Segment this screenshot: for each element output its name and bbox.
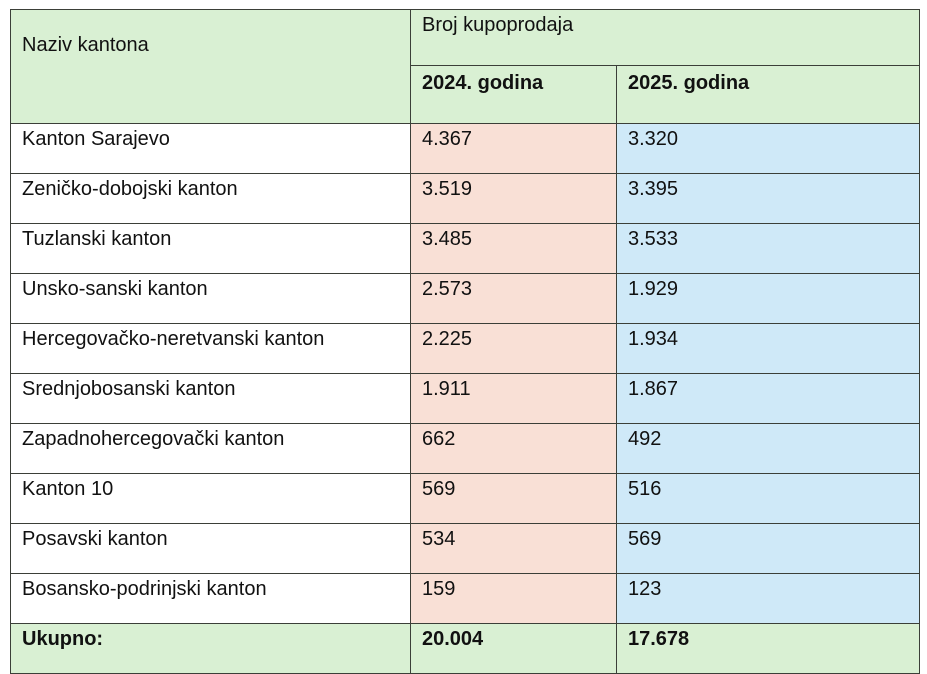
value-2025: 3.395 (616, 173, 920, 224)
value-2024: 3.519 (410, 173, 617, 224)
value-2024: 159 (410, 573, 617, 624)
value-2024: 2.573 (410, 273, 617, 324)
value-2024: 4.367 (410, 123, 617, 174)
value-2025: 1.934 (616, 323, 920, 374)
total-2025: 17.678 (616, 623, 920, 674)
canton-name: Zapadnohercegovački kanton (10, 423, 411, 474)
header-year-2024: 2024. godina (410, 64, 617, 125)
table-row: Hercegovačko-neretvanski kanton 2.225 1.… (10, 323, 920, 374)
value-2025: 3.320 (616, 123, 920, 174)
value-2025: 516 (616, 473, 920, 524)
value-2024: 569 (410, 473, 617, 524)
table-row: Kanton 10 569 516 (10, 473, 920, 524)
canton-name: Kanton 10 (10, 473, 411, 524)
canton-name: Zeničko-dobojski kanton (10, 173, 411, 224)
value-2024: 662 (410, 423, 617, 474)
table-row: Tuzlanski kanton 3.485 3.533 (10, 223, 920, 274)
canton-name: Srednjobosanski kanton (10, 373, 411, 424)
table-row: Bosansko-podrinjski kanton 159 123 (10, 573, 920, 624)
table-row: Zeničko-dobojski kanton 3.519 3.395 (10, 173, 920, 224)
total-row: Ukupno: 20.004 17.678 (10, 623, 920, 674)
sales-by-canton-table: Naziv kantona Broj kupoprodaja 2024. god… (10, 9, 920, 674)
table-row: Srednjobosanski kanton 1.911 1.867 (10, 373, 920, 424)
value-2025: 3.533 (616, 223, 920, 274)
header-sales-count: Broj kupoprodaja (410, 9, 920, 66)
canton-name: Tuzlanski kanton (10, 223, 411, 274)
value-2025: 123 (616, 573, 920, 624)
canton-name: Posavski kanton (10, 523, 411, 574)
value-2024: 1.911 (410, 373, 617, 424)
table-row: Kanton Sarajevo 4.367 3.320 (10, 123, 920, 174)
header-year-2025: 2025. godina (616, 64, 920, 125)
value-2025: 1.929 (616, 273, 920, 324)
table-row: Zapadnohercegovački kanton 662 492 (10, 423, 920, 474)
total-2024: 20.004 (410, 623, 617, 674)
value-2024: 3.485 (410, 223, 617, 274)
value-2024: 534 (410, 523, 617, 574)
total-label: Ukupno: (10, 623, 411, 674)
header-canton-name: Naziv kantona (10, 9, 411, 124)
table-row: Posavski kanton 534 569 (10, 523, 920, 574)
value-2025: 492 (616, 423, 920, 474)
value-2025: 569 (616, 523, 920, 574)
canton-name: Hercegovačko-neretvanski kanton (10, 323, 411, 374)
table-row: Unsko-sanski kanton 2.573 1.929 (10, 273, 920, 324)
canton-name: Bosansko-podrinjski kanton (10, 573, 411, 624)
value-2025: 1.867 (616, 373, 920, 424)
canton-name: Unsko-sanski kanton (10, 273, 411, 324)
canton-name: Kanton Sarajevo (10, 123, 411, 174)
value-2024: 2.225 (410, 323, 617, 374)
